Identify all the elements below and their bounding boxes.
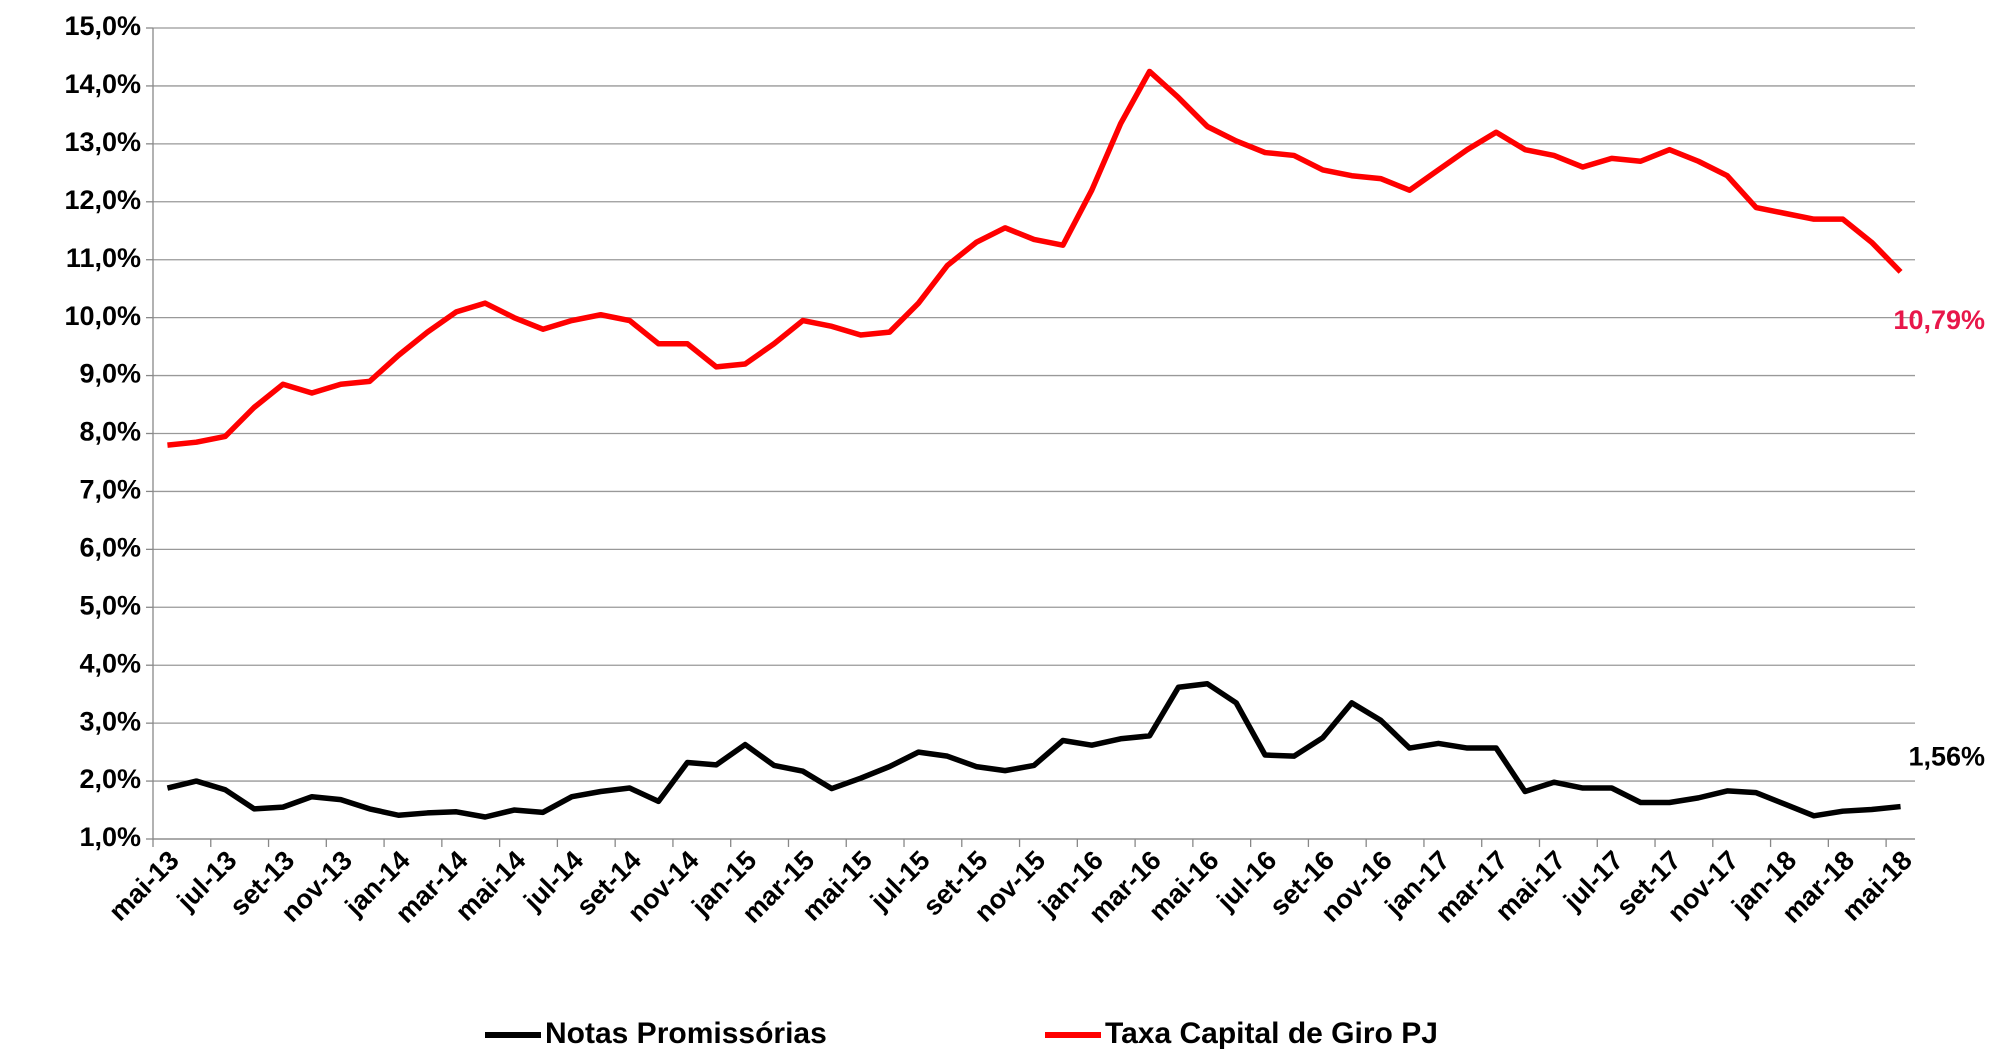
y-tick-label: 11,0% <box>66 243 141 273</box>
y-tick-label: 10,0% <box>64 301 141 331</box>
y-tick-label: 8,0% <box>79 417 141 447</box>
y-tick-label: 13,0% <box>64 127 141 157</box>
y-tick-label: 9,0% <box>79 359 141 389</box>
y-tick-label: 5,0% <box>79 590 141 620</box>
y-tick-label: 6,0% <box>79 532 141 562</box>
y-tick-label: 3,0% <box>79 706 141 736</box>
series-line <box>166 681 1901 820</box>
y-tick-label: 15,0% <box>64 11 141 41</box>
y-tick-label: 1,0% <box>79 822 141 852</box>
data-label: 1,56% <box>1908 742 1985 772</box>
y-tick-label: 14,0% <box>64 69 141 99</box>
series-line <box>167 68 1903 448</box>
legend-label: Notas Promissórias <box>545 1017 827 1050</box>
y-tick-label: 12,0% <box>64 185 141 215</box>
data-label: 10,79% <box>1893 305 1985 335</box>
legend-label: Taxa Capital de Giro PJ <box>1105 1017 1438 1050</box>
y-tick-label: 7,0% <box>79 475 141 505</box>
x-tick-label: mai-13 <box>103 845 185 927</box>
y-tick-label: 4,0% <box>79 648 141 678</box>
y-tick-label: 2,0% <box>79 764 141 794</box>
